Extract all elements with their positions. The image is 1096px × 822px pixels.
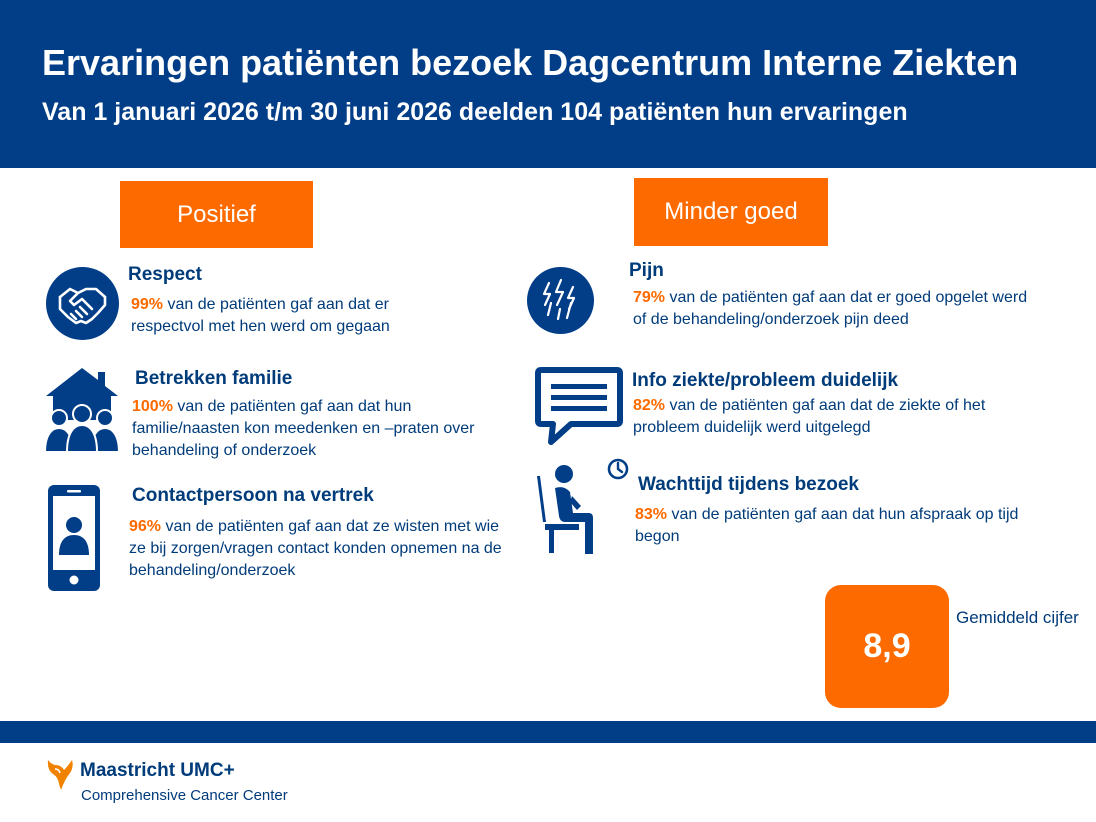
pain-description: van de patiënten gaf aan dat er goed opg… xyxy=(633,289,1028,328)
pain-title: Pijn xyxy=(629,260,664,281)
phone-contact-icon xyxy=(48,485,100,591)
info-title: Info ziekte/probleem duidelijk xyxy=(632,370,899,391)
contact-text: 96% van de patiënten gaf aan dat ze wist… xyxy=(129,516,509,582)
contact-percentage: 96% xyxy=(129,518,162,535)
waiting-description: van de patiënten gaf aan dat hun afspraa… xyxy=(635,506,1019,545)
info-text: 82% van de patiënten gaf aan dat de ziek… xyxy=(633,395,1053,439)
handshake-icon xyxy=(46,267,119,340)
average-score-badge: 8,9 xyxy=(825,585,949,708)
family-title: Betrekken familie xyxy=(135,368,293,389)
page-title: Ervaringen patiënten bezoek Dagcentrum I… xyxy=(42,42,1019,83)
positive-header: Positief xyxy=(120,181,313,248)
pain-icon xyxy=(527,267,594,334)
info-percentage: 82% xyxy=(633,397,666,414)
family-house-icon xyxy=(43,368,121,452)
footer-bar xyxy=(0,721,1096,743)
maastricht-umc-logo-icon xyxy=(47,760,73,790)
average-score-label: Gemiddeld cijfer xyxy=(956,608,1079,627)
respect-title: Respect xyxy=(128,264,202,285)
respect-description: van de patiënten gaf aan dat er respectv… xyxy=(131,296,390,335)
respect-text: 99% van de patiënten gaf aan dat er resp… xyxy=(131,294,451,338)
family-percentage: 100% xyxy=(132,398,173,415)
waiting-percentage: 83% xyxy=(635,506,668,523)
page-subtitle: Van 1 januari 2026 t/m 30 juni 2026 deel… xyxy=(42,98,908,126)
contact-description: van de patiënten gaf aan dat ze wisten m… xyxy=(129,518,502,579)
logo-subtitle: Comprehensive Cancer Center xyxy=(81,787,288,804)
header-banner: Ervaringen patiënten bezoek Dagcentrum I… xyxy=(0,0,1096,168)
family-text: 100% van de patiënten gaf aan dat hun fa… xyxy=(132,396,512,462)
pain-text: 79% van de patiënten gaf aan dat er goed… xyxy=(633,287,1033,331)
negative-header: Minder goed xyxy=(634,178,828,246)
waiting-text: 83% van de patiënten gaf aan dat hun afs… xyxy=(635,504,1065,548)
waiting-person-icon xyxy=(537,458,629,554)
info-description: van de patiënten gaf aan dat de ziekte o… xyxy=(633,397,986,436)
family-description: van de patiënten gaf aan dat hun familie… xyxy=(132,398,475,459)
waiting-title: Wachttijd tijdens bezoek xyxy=(638,474,859,495)
respect-percentage: 99% xyxy=(131,296,164,313)
logo-name: Maastricht UMC+ xyxy=(80,760,235,781)
contact-title: Contactpersoon na vertrek xyxy=(132,485,374,506)
speech-bubble-icon xyxy=(535,367,623,445)
pain-percentage: 79% xyxy=(633,289,666,306)
